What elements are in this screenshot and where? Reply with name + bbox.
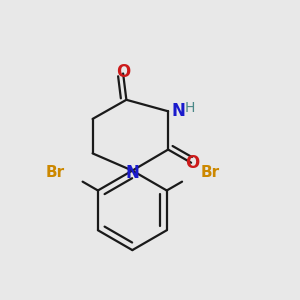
Text: O: O bbox=[116, 63, 130, 81]
Text: N: N bbox=[125, 164, 139, 182]
Text: N: N bbox=[171, 102, 185, 120]
Text: H: H bbox=[184, 101, 195, 115]
Text: Br: Br bbox=[45, 165, 64, 180]
Text: O: O bbox=[185, 154, 200, 172]
Text: Br: Br bbox=[200, 165, 219, 180]
